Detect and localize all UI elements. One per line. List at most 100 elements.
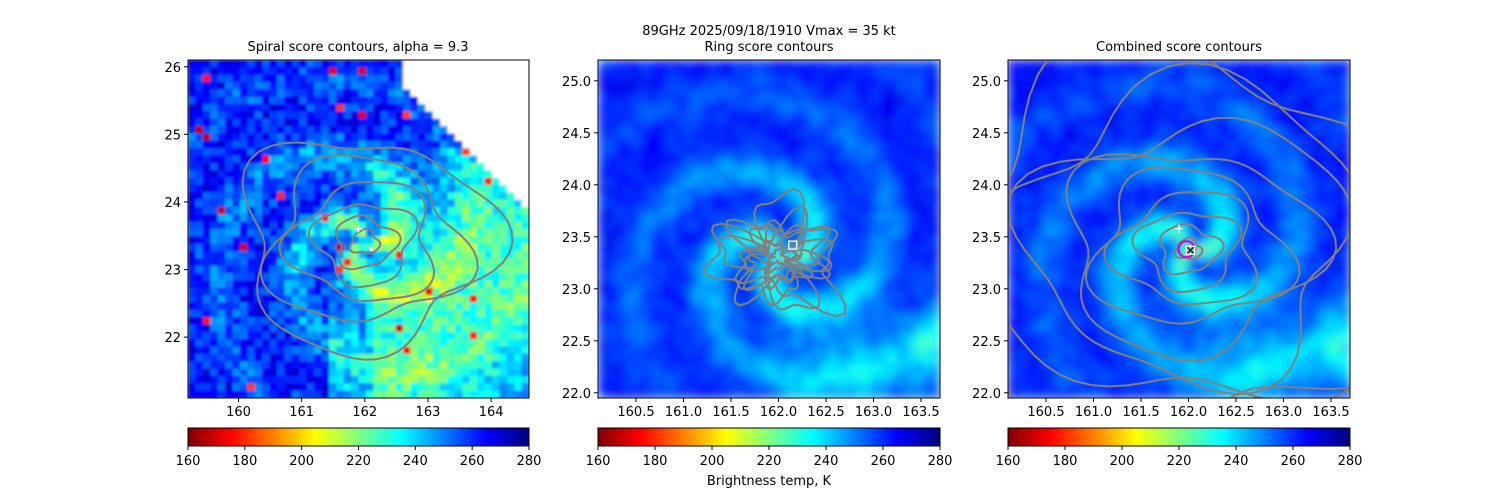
x-tick-label: 161.0	[665, 405, 702, 420]
colorbar-tick-label: 260	[1281, 454, 1306, 469]
x-tick-label: 163.0	[855, 405, 892, 420]
y-tick-label: 23.5	[972, 231, 1001, 246]
ring-colorbar-ticks: 160 180 200 220 240 260 280	[586, 446, 953, 469]
ring-colorbar	[597, 427, 941, 447]
x-tick-label: 162.0	[1170, 405, 1207, 420]
contour-line	[1159, 222, 1225, 276]
x-tick-label: 162.5	[807, 405, 844, 420]
y-tick-label: 25.0	[972, 75, 1001, 90]
ring-axes-frame	[597, 59, 941, 399]
contour-line	[1008, 116, 1350, 396]
contour-line	[703, 187, 847, 318]
contour-line	[724, 218, 834, 307]
y-tick-label: 25.0	[562, 75, 591, 90]
ring-panel-title: Ring score contours	[704, 40, 833, 55]
colorbar-tick-label: 240	[814, 454, 839, 469]
spiral-y-ticks: 22 23 24 25 26	[164, 61, 188, 346]
colorbar-tick-label: 280	[1338, 454, 1363, 469]
center-dot-marker	[369, 247, 374, 252]
colorbar-tick-label: 260	[460, 454, 485, 469]
ring-markers	[788, 240, 798, 250]
contour-line	[734, 219, 832, 291]
x-tick-label: 161.0	[1075, 405, 1112, 420]
combined-axes-frame	[1007, 59, 1351, 399]
contour-line	[1131, 211, 1243, 294]
y-tick-label: 23.5	[562, 231, 591, 246]
center-plus-marker	[1175, 224, 1183, 233]
contour-line	[1008, 60, 1350, 398]
center-square-marker	[788, 240, 798, 250]
spiral-contours	[241, 141, 514, 361]
x-tick-label: 163.0	[1265, 405, 1302, 420]
x-tick-label: 161.5	[1122, 405, 1159, 420]
colorbar-label: Brightness temp, K	[707, 474, 832, 489]
y-tick-label: 22.0	[562, 387, 591, 402]
colorbar-tick-label: 280	[928, 454, 953, 469]
y-tick-label: 25	[164, 128, 181, 143]
x-tick-label: 161.5	[712, 405, 749, 420]
y-tick-label: 24.0	[972, 179, 1001, 194]
colorbar-tick-label: 180	[232, 454, 257, 469]
contour-line	[738, 229, 814, 284]
x-tick-label: 162.5	[1217, 405, 1254, 420]
colorbar-tick-label: 200	[289, 454, 314, 469]
colorbar-tick-label: 220	[757, 454, 782, 469]
contour-line	[259, 154, 479, 323]
colorbar-tick-label: 200	[700, 454, 725, 469]
combined-x-ticks: 160.5 161.0 161.5 162.0 162.5 163.0 163.5	[1027, 398, 1350, 420]
x-tick-label: 160.5	[617, 405, 654, 420]
y-tick-label: 24	[164, 196, 181, 211]
y-tick-label: 24.0	[562, 179, 591, 194]
x-tick-label: 163.5	[902, 405, 939, 420]
contour-line	[241, 141, 514, 361]
contour-line	[334, 214, 402, 271]
combined-panel-title: Combined score contours	[1096, 40, 1262, 55]
ring-y-ticks: 22.0 22.5 23.0 23.5 24.0 24.5 25.0	[562, 75, 598, 402]
colorbar-tick-label: 180	[643, 454, 668, 469]
y-tick-label: 26	[164, 61, 181, 76]
x-tick-label: 163.5	[1312, 405, 1349, 420]
center-x-marker	[1187, 246, 1194, 254]
colorbar-tick-label: 160	[176, 454, 201, 469]
spiral-panel-title: Spiral score contours, alpha = 9.3	[247, 40, 468, 55]
spiral-colorbar	[187, 427, 530, 447]
center-square-marker	[1185, 245, 1196, 255]
colorbar-tick-label: 200	[1110, 454, 1135, 469]
ring-panel: Ring score contours 160.5 161.0 161.5 162.0…	[562, 40, 952, 489]
y-tick-label: 22.5	[562, 335, 591, 350]
y-tick-label: 24.5	[562, 127, 591, 142]
y-tick-label: 22	[164, 331, 181, 346]
colorbar-tick-label: 160	[996, 454, 1021, 469]
combined-panel: Combined score contours 160.5 161.0 161.5 1…	[972, 40, 1363, 469]
y-tick-label: 22.5	[972, 335, 1001, 350]
center-plus-marker	[354, 225, 363, 233]
x-tick-label: 160	[226, 405, 251, 420]
ring-contours	[703, 187, 847, 318]
contour-line	[348, 227, 382, 255]
spiral-axes-frame	[187, 59, 530, 399]
colorbar-tick-label: 260	[871, 454, 896, 469]
combined-contours	[1008, 60, 1350, 398]
spiral-markers	[354, 225, 374, 252]
spiral-panel: Spiral score contours, alpha = 9.3 160 16…	[164, 40, 541, 469]
figure-suptitle: 89GHz 2025/09/18/1910 Vmax = 35 kt	[642, 24, 896, 39]
combined-y-ticks: 22.0 22.5 23.0 23.5 24.0 24.5 25.0	[972, 75, 1008, 402]
combined-markers	[1175, 224, 1196, 259]
contour-line	[760, 242, 802, 276]
colorbar-tick-label: 160	[586, 454, 611, 469]
colorbar-tick-label: 180	[1053, 454, 1078, 469]
y-tick-label: 24.5	[972, 127, 1001, 142]
colorbar-tick-label: 220	[346, 454, 371, 469]
colorbar-tick-label: 240	[403, 454, 428, 469]
x-tick-label: 162	[352, 405, 377, 420]
x-tick-label: 163	[416, 405, 441, 420]
x-tick-label: 161	[289, 405, 314, 420]
y-tick-label: 23.0	[972, 283, 1001, 298]
spiral-x-ticks: 160 161 162 163 164	[226, 398, 504, 420]
x-tick-label: 162.0	[760, 405, 797, 420]
colorbar-tick-label: 280	[517, 454, 542, 469]
contour-line	[307, 203, 419, 289]
ring-x-ticks: 160.5 161.0 161.5 162.0 162.5 163.0 163.5	[617, 398, 940, 420]
contour-line	[710, 205, 839, 311]
